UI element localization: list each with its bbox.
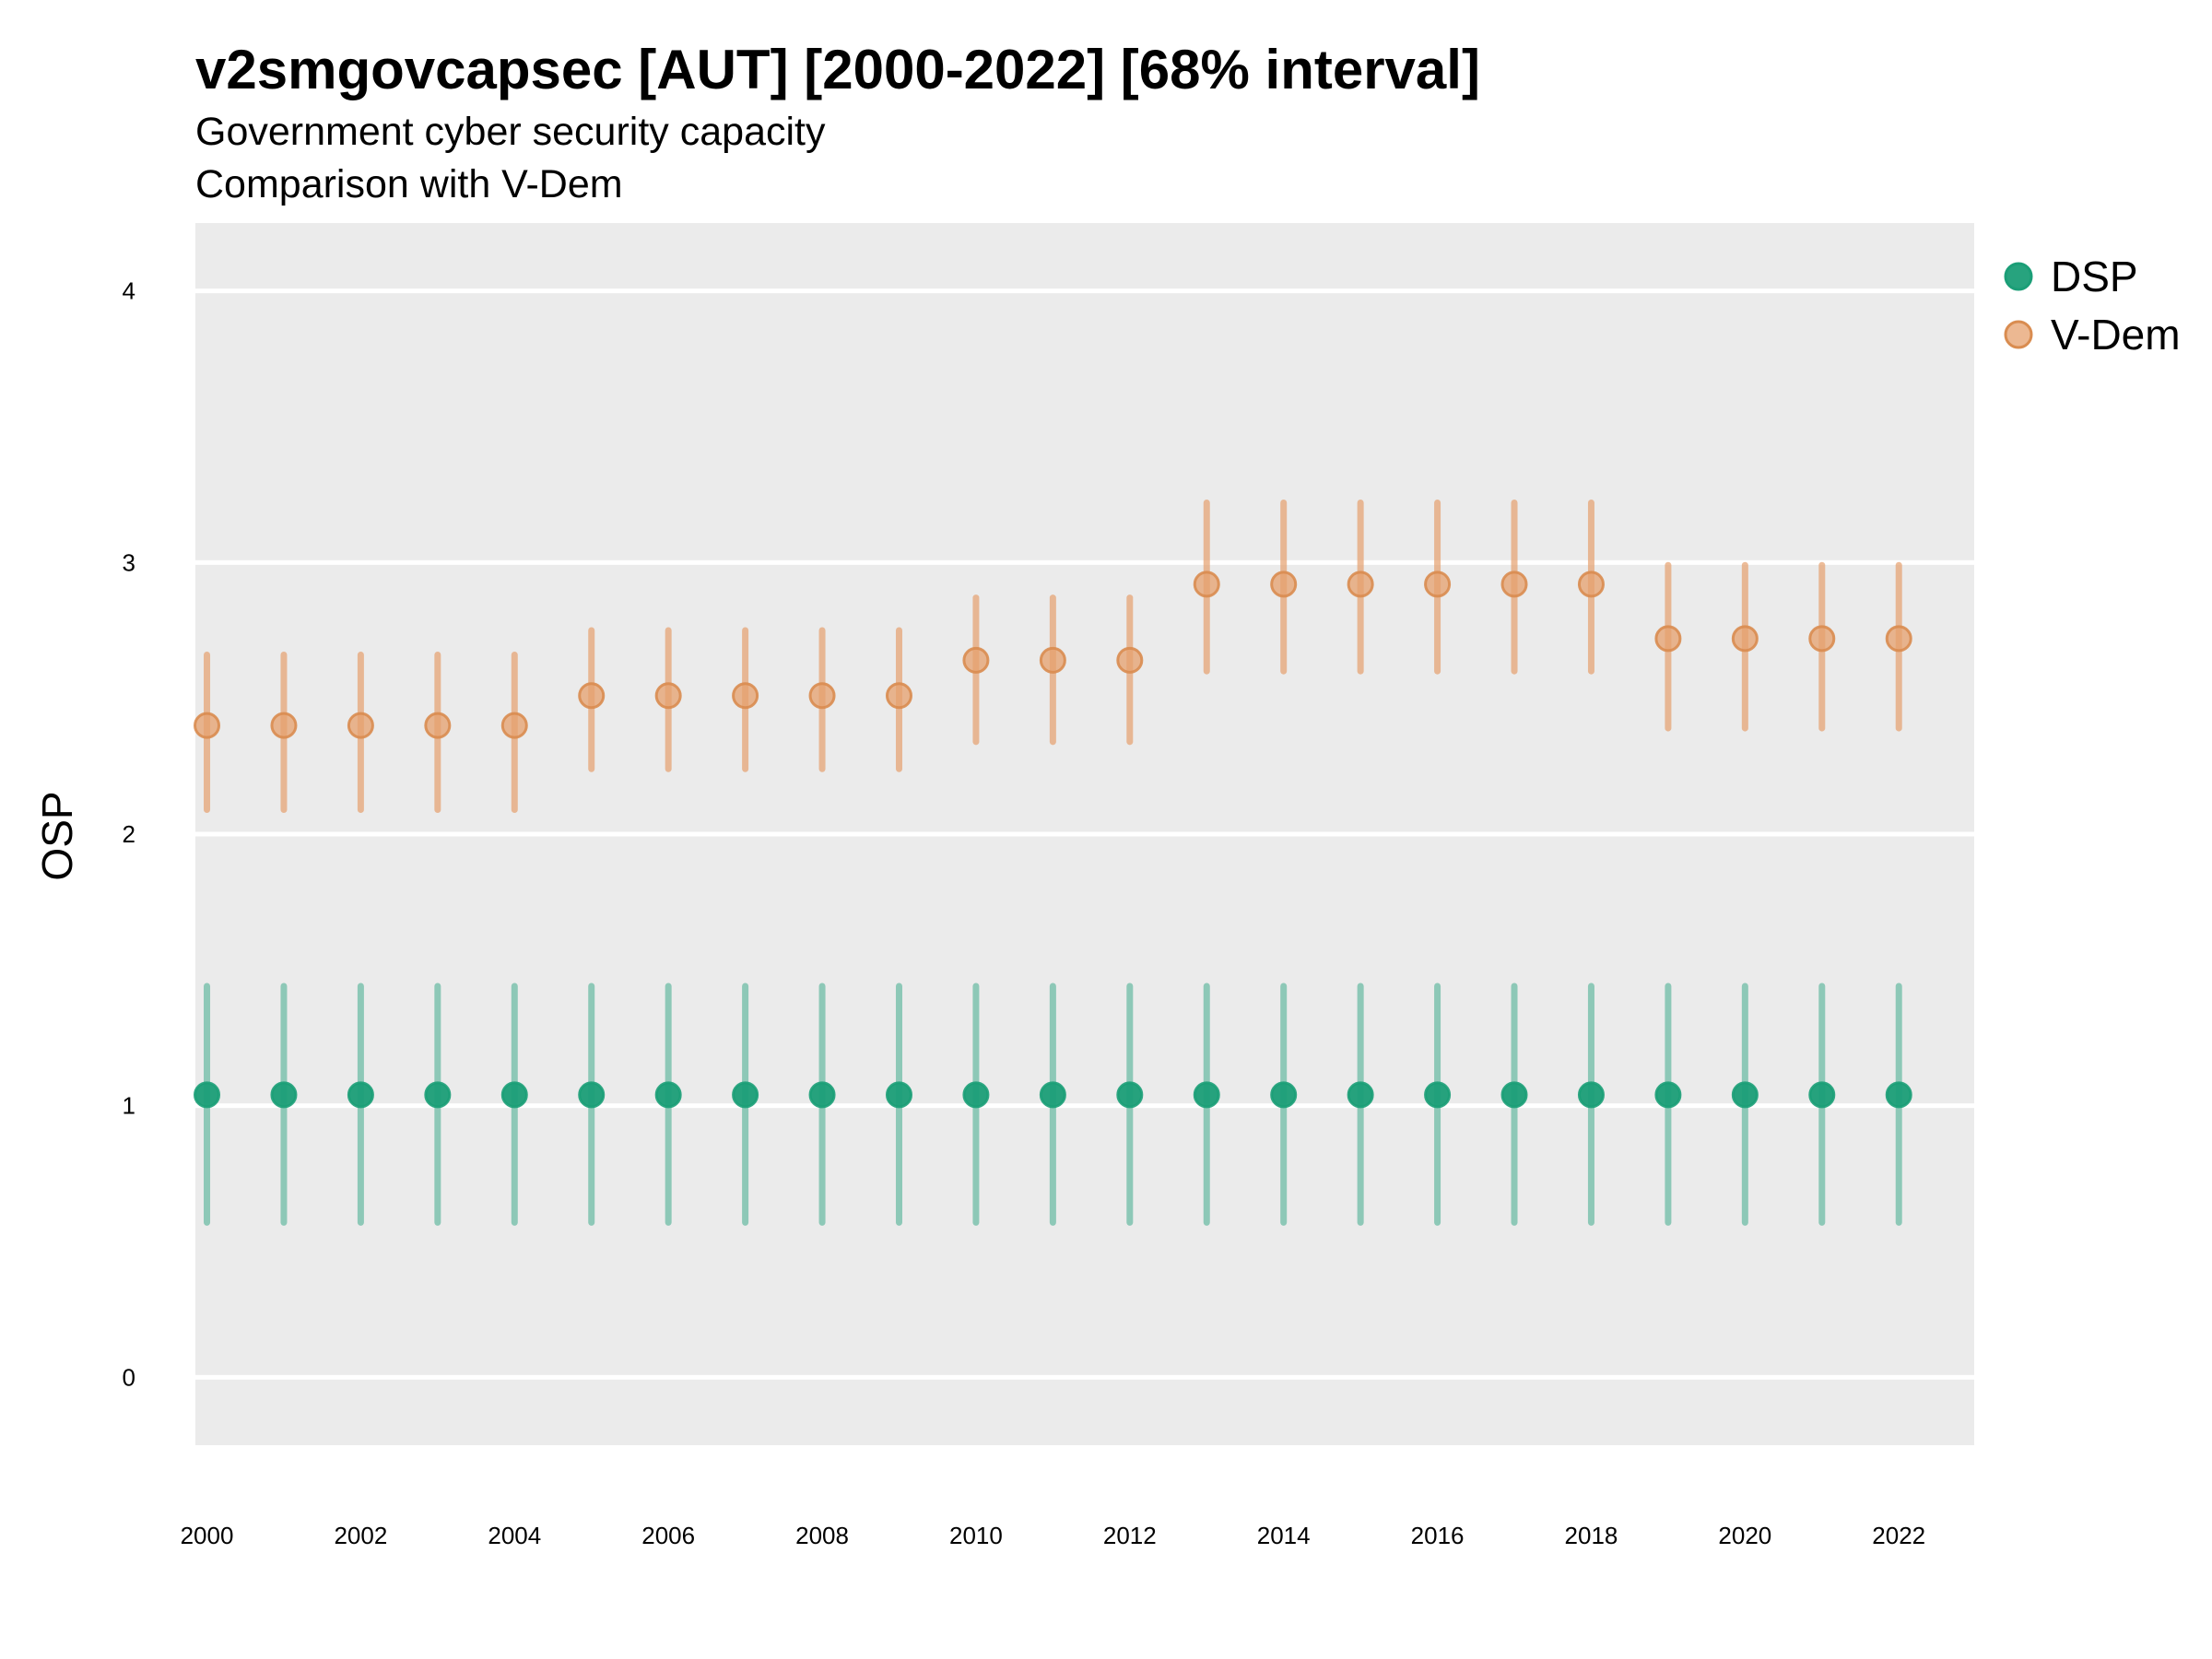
dsp-point — [1885, 1081, 1912, 1109]
chart-title: v2smgovcapsec [AUT] [2000-2022] [68% int… — [195, 39, 1480, 100]
vdem-point — [347, 712, 374, 739]
dsp-point — [1116, 1081, 1144, 1109]
legend-marker-vdem — [2004, 320, 2033, 349]
x-tick-label: 2014 — [1257, 1522, 1311, 1549]
dsp-point — [1424, 1081, 1452, 1109]
vdem-point — [424, 712, 452, 739]
x-tick-label: 2018 — [1565, 1522, 1618, 1549]
vdem-point — [1193, 571, 1220, 598]
x-tick-label: 2006 — [641, 1522, 695, 1549]
x-tick-label: 2020 — [1718, 1522, 1771, 1549]
vdem-point — [1039, 646, 1066, 674]
x-tick-label: 2022 — [1872, 1522, 1925, 1549]
dsp-point — [654, 1081, 682, 1109]
dsp-point — [347, 1081, 374, 1109]
legend-marker-dsp — [2004, 262, 2033, 291]
dsp-point — [732, 1081, 759, 1109]
legend-label-dsp: DSP — [2051, 253, 2138, 300]
vdem-point — [732, 682, 759, 710]
vdem-point — [578, 682, 606, 710]
x-tick-label: 2000 — [181, 1522, 234, 1549]
y-axis-ticks: 0 1 2 3 4 — [123, 277, 135, 1392]
x-tick-label: 2002 — [334, 1522, 387, 1549]
dsp-point — [424, 1081, 452, 1109]
series-vdem — [194, 500, 1912, 813]
dsp-point — [1039, 1081, 1066, 1109]
x-tick-label: 2004 — [488, 1522, 541, 1549]
vdem-point — [962, 646, 990, 674]
vdem-point — [654, 682, 682, 710]
y-tick-label: 3 — [123, 548, 135, 576]
dsp-point — [1808, 1081, 1836, 1109]
y-tick-label: 1 — [123, 1092, 135, 1120]
vdem-point — [1885, 625, 1912, 653]
dsp-point — [962, 1081, 990, 1109]
y-tick-label: 2 — [123, 820, 135, 848]
x-tick-label: 2008 — [795, 1522, 849, 1549]
dsp-point — [194, 1081, 221, 1109]
chart-subtitle-2: Comparison with V-Dem — [195, 162, 623, 206]
vdem-point — [1577, 571, 1605, 598]
x-axis-ticks: 2000 2002 2004 2006 2008 2010 2012 2014 2016 2018… — [181, 1522, 1926, 1549]
vdem-point — [1654, 625, 1682, 653]
vdem-point — [500, 712, 528, 739]
dsp-point — [1654, 1081, 1682, 1109]
y-axis-label: OSP — [33, 791, 81, 880]
dsp-point — [1270, 1081, 1298, 1109]
dsp-point — [885, 1081, 912, 1109]
vdem-point — [270, 712, 298, 739]
y-tick-label: 4 — [123, 277, 135, 305]
chart-subtitle: Government cyber security capacity — [195, 110, 826, 154]
grid-lines — [195, 288, 1974, 1380]
vdem-point — [194, 712, 221, 739]
vdem-point — [1270, 571, 1298, 598]
vdem-point — [808, 682, 836, 710]
x-tick-label: 2012 — [1103, 1522, 1157, 1549]
dsp-point — [1731, 1081, 1759, 1109]
x-tick-label: 2010 — [949, 1522, 1003, 1549]
vdem-point — [1500, 571, 1528, 598]
vdem-point — [1347, 571, 1374, 598]
dsp-point — [270, 1081, 298, 1109]
vdem-point — [885, 682, 912, 710]
vdem-point — [1731, 625, 1759, 653]
dsp-point — [500, 1081, 528, 1109]
series-dsp — [194, 982, 1912, 1226]
dsp-point — [1500, 1081, 1528, 1109]
dsp-point — [1347, 1081, 1374, 1109]
data-series — [194, 500, 1912, 1226]
dsp-point — [1193, 1081, 1220, 1109]
legend-label-vdem: V-Dem — [2051, 311, 2181, 359]
dsp-point — [808, 1081, 836, 1109]
legend[interactable]: DSP V-Dem — [2004, 253, 2181, 359]
x-tick-label: 2016 — [1411, 1522, 1465, 1549]
dsp-point — [578, 1081, 606, 1109]
y-tick-label: 0 — [123, 1363, 135, 1391]
vdem-point — [1424, 571, 1452, 598]
vdem-point — [1116, 646, 1144, 674]
vdem-point — [1808, 625, 1836, 653]
dsp-point — [1577, 1081, 1605, 1109]
